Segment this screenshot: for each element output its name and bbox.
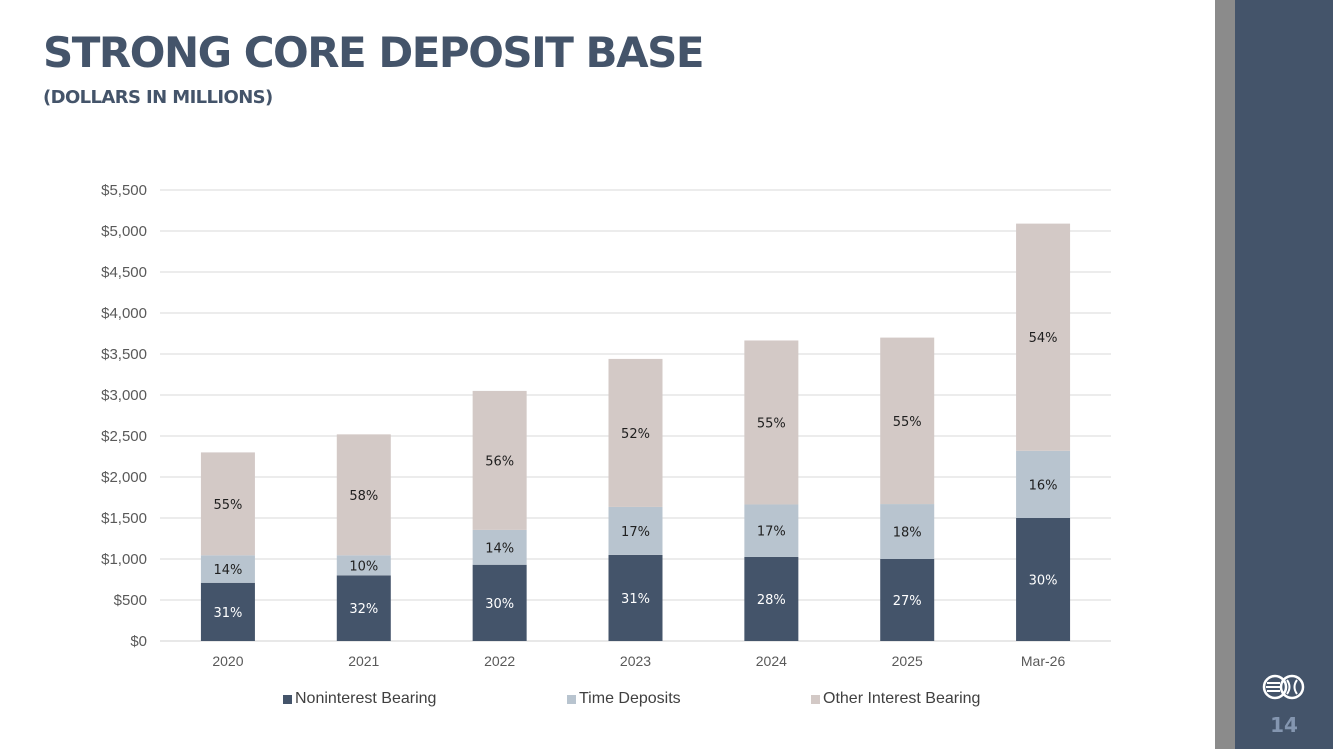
y-tick-label: $3,000: [101, 387, 147, 404]
data-label-noninterest: 28%: [757, 593, 786, 608]
bar-noninterest: [880, 559, 935, 641]
bar-noninterest: [744, 556, 799, 641]
bar-noninterest: [608, 554, 663, 641]
data-label-time-deposits: 16%: [1029, 478, 1058, 493]
legend-item-noninterest: Noninterest Bearing: [283, 690, 436, 708]
page-number: 14: [1270, 713, 1298, 737]
y-tick-label: $500: [114, 592, 147, 609]
y-tick-label: $1,000: [101, 551, 147, 568]
x-tick-label: 2022: [484, 653, 515, 669]
legend-swatch: [283, 694, 292, 704]
stacked-bar-chart: $0 $500 $1,000 $1,500 $2,000 $2,500 $3,000 $3,5…: [101, 182, 1111, 669]
data-label-time-deposits: 17%: [757, 525, 786, 540]
data-labels: 31% 14% 55% 32% 10% 58% 30% 14% 56% 31% 17% 52% 28% 1…: [213, 331, 1057, 621]
bar-time-deposits: [608, 506, 663, 555]
bar-noninterest: [1016, 518, 1071, 641]
data-label-other-interest: 58%: [349, 489, 378, 504]
bar-other-interest: [608, 358, 663, 507]
legend-label: Noninterest Bearing: [295, 690, 437, 707]
data-label-other-interest: 56%: [485, 454, 514, 469]
x-tick-label: 2023: [620, 653, 651, 669]
bar-other-interest: [336, 434, 391, 556]
data-label-time-deposits: 18%: [893, 526, 922, 541]
data-label-other-interest: 52%: [621, 427, 650, 442]
x-tick-label: 2020: [212, 653, 243, 669]
y-tick-label: $3,500: [101, 346, 147, 363]
page-title: STRONG CORE DEPOSIT BASE: [43, 28, 705, 77]
legend-item-time-deposits: Time Deposits: [567, 690, 681, 708]
bar-noninterest: [200, 582, 255, 641]
bar-other-interest: [880, 337, 935, 505]
data-label-time-deposits: 14%: [213, 563, 242, 578]
sidebar-accent: [1215, 0, 1235, 749]
bar-time-deposits: [200, 555, 255, 583]
y-tick-label: $1,500: [101, 510, 147, 527]
data-label-other-interest: 55%: [893, 415, 922, 430]
bar-time-deposits: [880, 504, 935, 559]
data-label-noninterest: 27%: [893, 594, 922, 609]
y-tick-label: $2,000: [101, 469, 147, 486]
data-label-other-interest: 55%: [213, 498, 242, 513]
data-label-time-deposits: 10%: [349, 559, 378, 574]
x-tick-label: 2024: [756, 653, 787, 669]
y-tick-label: $2,500: [101, 428, 147, 445]
sidebar: [1235, 0, 1333, 749]
data-label-time-deposits: 17%: [621, 525, 650, 540]
x-tick-label: 2021: [348, 653, 379, 669]
data-label-time-deposits: 14%: [485, 541, 514, 556]
legend-label: Other Interest Bearing: [823, 690, 981, 707]
x-tick-label: Mar-26: [1021, 653, 1066, 669]
y-tick-label: $5,000: [101, 223, 147, 240]
legend-item-other-interest: Other Interest Bearing: [811, 690, 980, 708]
y-tick-label: $4,000: [101, 305, 147, 322]
y-axis-ticks: $0 $500 $1,000 $1,500 $2,000 $2,500 $3,000 $3,5…: [101, 182, 147, 650]
bar-time-deposits: [1016, 450, 1071, 518]
data-label-noninterest: 31%: [621, 592, 650, 607]
y-tick-label: $4,500: [101, 264, 147, 281]
bar-other-interest: [1016, 223, 1071, 451]
data-label-noninterest: 32%: [349, 602, 378, 617]
bar-other-interest: [472, 390, 527, 530]
bar-other-interest: [744, 340, 799, 505]
data-label-other-interest: 54%: [1029, 331, 1058, 346]
page-subtitle: (DOLLARS IN MILLIONS): [43, 87, 273, 108]
x-tick-label: 2025: [892, 653, 923, 669]
bar-time-deposits: [336, 555, 391, 576]
bar-time-deposits: [472, 529, 527, 565]
bar-noninterest: [472, 564, 527, 641]
bar-noninterest: [336, 575, 391, 641]
data-label-other-interest: 55%: [757, 416, 786, 431]
legend-swatch: [811, 694, 820, 704]
y-tick-label: $5,500: [101, 182, 147, 199]
bar-other-interest: [200, 452, 255, 556]
data-label-noninterest: 30%: [1029, 574, 1058, 589]
data-label-noninterest: 31%: [213, 606, 242, 621]
legend-label: Time Deposits: [579, 690, 681, 707]
legend-swatch: [567, 694, 576, 704]
x-axis-ticks: 2020 2021 2022 2023 2024 2025 Mar-26: [212, 653, 1065, 669]
y-tick-label: $0: [130, 633, 147, 650]
chart-legend: Noninterest Bearing Time Deposits Other In…: [0, 690, 1215, 712]
bars: [200, 223, 1071, 641]
bank-logo-icon: [1262, 674, 1305, 700]
bar-time-deposits: [744, 504, 799, 557]
data-label-noninterest: 30%: [485, 597, 514, 612]
